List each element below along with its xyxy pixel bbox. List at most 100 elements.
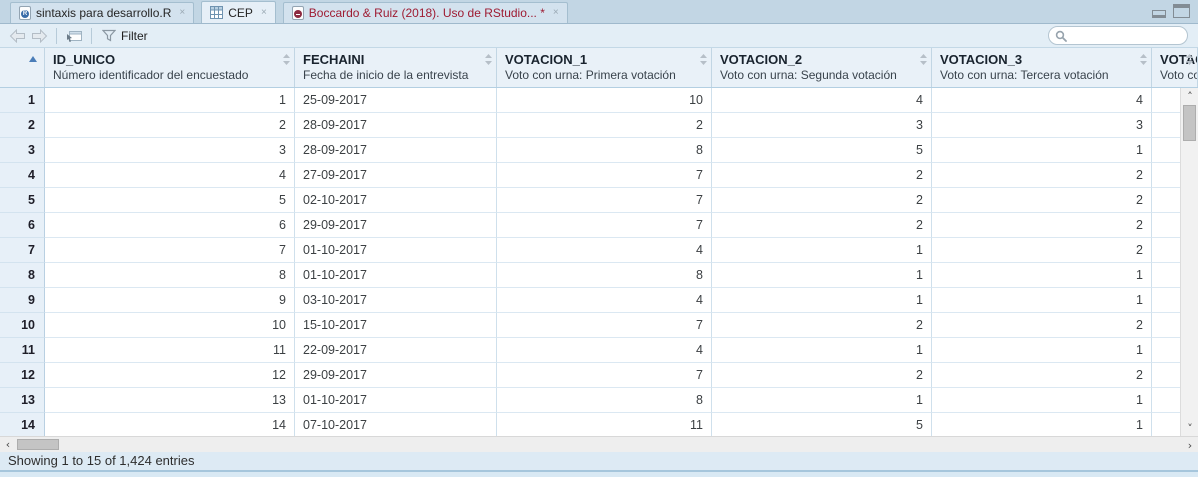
row-number: 7 xyxy=(0,238,45,263)
maximize-pane-icon[interactable] xyxy=(1173,4,1190,18)
table-cell: 7 xyxy=(497,313,712,338)
close-icon[interactable]: × xyxy=(179,7,186,18)
viewer-toolbar: Filter xyxy=(0,23,1198,48)
back-button[interactable] xyxy=(6,27,28,45)
scroll-down-arrow-icon[interactable]: ˅ xyxy=(1187,421,1193,435)
table-cell: 4 xyxy=(932,88,1152,113)
column-desc: Voto co xyxy=(1160,68,1198,82)
sort-ascending-icon xyxy=(29,56,37,62)
filter-button[interactable]: Filter xyxy=(98,27,152,45)
tab-sintaxis-script[interactable]: R sintaxis para desarrollo.R × xyxy=(10,2,195,23)
table-cell: 3 xyxy=(712,113,932,138)
table-cell: 5 xyxy=(712,138,932,163)
scroll-left-arrow-icon[interactable]: ‹ xyxy=(5,438,11,451)
close-icon[interactable]: × xyxy=(260,6,267,18)
table-row: 12 12 29-09-2017 7 2 2 xyxy=(0,363,1198,388)
table-cell: 9 xyxy=(45,288,295,313)
table-cell: 07-10-2017 xyxy=(295,413,497,436)
sort-arrows-icon[interactable] xyxy=(283,52,290,70)
column-header[interactable]: FECHAINI Fecha de inicio de la entrevista xyxy=(295,48,497,87)
sort-arrows-icon[interactable] xyxy=(1186,52,1193,70)
table-cell: 3 xyxy=(45,138,295,163)
column-header[interactable]: ID_UNICO Número identificador del encuest… xyxy=(45,48,295,87)
scroll-up-arrow-icon[interactable]: ˄ xyxy=(1187,89,1193,103)
status-bar: Showing 1 to 15 of 1,424 entries xyxy=(0,452,1198,470)
row-number: 2 xyxy=(0,113,45,138)
tab-label: CEP xyxy=(228,5,253,20)
table-cell: 3 xyxy=(932,113,1152,138)
search-input[interactable] xyxy=(1071,29,1181,42)
table-row: 6 6 29-09-2017 7 2 2 xyxy=(0,213,1198,238)
sort-arrows-icon[interactable] xyxy=(920,52,927,70)
minimize-pane-icon[interactable] xyxy=(1152,10,1166,18)
table-cell: 2 xyxy=(497,113,712,138)
tab-label-modified: Boccardo & Ruiz (2018). Uso de RStudio..… xyxy=(308,6,545,20)
table-cell: 1 xyxy=(712,238,932,263)
table-cell: 8 xyxy=(497,388,712,413)
table-cell: 5 xyxy=(45,188,295,213)
table-cell: 2 xyxy=(932,213,1152,238)
table-body: 1 1 25-09-2017 10 4 4 2 2 28-09-2017 2 3 3 3 3 28-09-2… xyxy=(0,88,1198,436)
table-cell: 7 xyxy=(497,163,712,188)
table-row: 5 5 02-10-2017 7 2 2 xyxy=(0,188,1198,213)
sort-arrows-icon[interactable] xyxy=(700,52,707,70)
table-cell: 8 xyxy=(45,263,295,288)
table-cell: 7 xyxy=(497,213,712,238)
table-cell: 27-09-2017 xyxy=(295,163,497,188)
vertical-scrollbar-thumb[interactable] xyxy=(1183,105,1196,141)
scroll-right-arrow-icon[interactable]: › xyxy=(1187,438,1193,452)
table-cell: 1 xyxy=(932,263,1152,288)
close-icon[interactable]: × xyxy=(552,7,559,18)
corner-header-cell[interactable] xyxy=(0,48,45,87)
rmarkdown-doc-icon xyxy=(291,6,304,20)
row-number: 14 xyxy=(0,413,45,436)
row-number: 5 xyxy=(0,188,45,213)
tab-boccardo-document[interactable]: Boccardo & Ruiz (2018). Uso de RStudio..… xyxy=(282,2,568,23)
search-box[interactable] xyxy=(1048,26,1188,45)
row-number: 3 xyxy=(0,138,45,163)
table-cell: 01-10-2017 xyxy=(295,263,497,288)
table-row: 3 3 28-09-2017 8 5 1 xyxy=(0,138,1198,163)
row-number: 8 xyxy=(0,263,45,288)
sort-arrows-icon[interactable] xyxy=(485,52,492,70)
horizontal-scrollbar-thumb[interactable] xyxy=(17,439,59,450)
table-cell: 1 xyxy=(712,288,932,313)
table-row: 8 8 01-10-2017 8 1 1 xyxy=(0,263,1198,288)
table-cell: 02-10-2017 xyxy=(295,188,497,213)
tab-cep-data-viewer[interactable]: CEP × xyxy=(201,1,276,23)
vertical-scrollbar[interactable]: ˄ ˅ xyxy=(1180,88,1198,436)
row-number: 1 xyxy=(0,88,45,113)
table-cell: 1 xyxy=(45,88,295,113)
open-in-new-window-button[interactable] xyxy=(63,27,85,45)
column-header[interactable]: VOTACION_3 Voto con urna: Tercera votació… xyxy=(932,48,1152,87)
row-number: 11 xyxy=(0,338,45,363)
sort-arrows-icon[interactable] xyxy=(1140,52,1147,70)
table-cell: 03-10-2017 xyxy=(295,288,497,313)
table-cell: 1 xyxy=(712,338,932,363)
column-header[interactable]: VOTACION_1 Voto con urna: Primera votació… xyxy=(497,48,712,87)
table-cell: 2 xyxy=(932,363,1152,388)
table-cell: 2 xyxy=(712,313,932,338)
popout-window-icon xyxy=(67,30,82,42)
table-cell: 25-09-2017 xyxy=(295,88,497,113)
column-header[interactable]: VOTACVoto co xyxy=(1152,48,1198,87)
column-header[interactable]: VOTACION_2 Voto con urna: Segunda votació… xyxy=(712,48,932,87)
table-cell: 2 xyxy=(712,363,932,388)
table-cell: 01-10-2017 xyxy=(295,388,497,413)
table-cell: 14 xyxy=(45,413,295,436)
forward-button[interactable] xyxy=(28,27,50,45)
column-name: VOTAC xyxy=(1160,52,1197,67)
row-number: 9 xyxy=(0,288,45,313)
table-cell: 4 xyxy=(45,163,295,188)
table-cell: 1 xyxy=(712,263,932,288)
horizontal-scrollbar[interactable]: ‹ › xyxy=(0,436,1198,452)
table-row: 4 4 27-09-2017 7 2 2 xyxy=(0,163,1198,188)
table-cell: 13 xyxy=(45,388,295,413)
column-name: ID_UNICO xyxy=(53,52,116,67)
table-cell: 01-10-2017 xyxy=(295,238,497,263)
table-cell: 11 xyxy=(45,338,295,363)
table-cell: 22-09-2017 xyxy=(295,338,497,363)
table-cell: 7 xyxy=(45,238,295,263)
table-row: 1 1 25-09-2017 10 4 4 xyxy=(0,88,1198,113)
entries-status-text: Showing 1 to 15 of 1,424 entries xyxy=(8,453,195,468)
